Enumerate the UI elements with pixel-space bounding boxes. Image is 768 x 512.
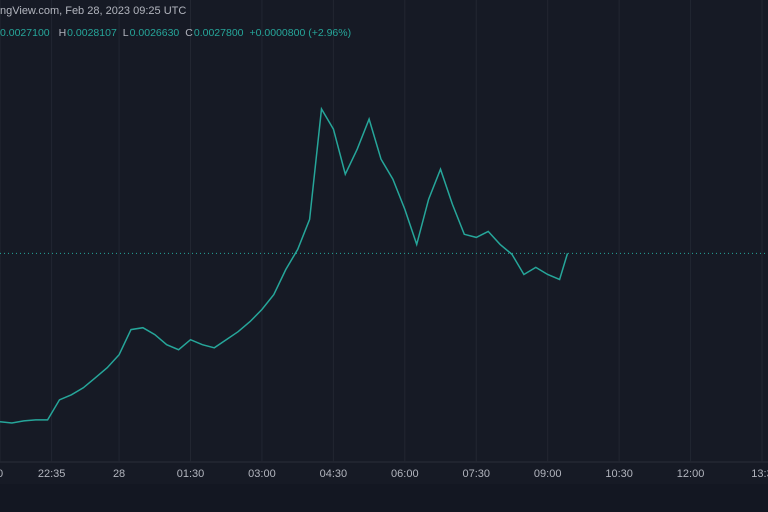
x-tick-label: 04:30 — [320, 468, 348, 480]
x-tick-label: 03:00 — [248, 468, 276, 480]
ohlc-label: L — [122, 27, 129, 39]
ohlc-label: C — [185, 27, 193, 39]
header-title: ngView.com, Feb 28, 2023 09:25 UTC — [0, 5, 187, 17]
x-tick-label: 22:35 — [38, 468, 66, 480]
x-tick-label: 13:3 — [751, 468, 768, 480]
x-tick-label: 12:00 — [677, 468, 705, 480]
price-line — [0, 106, 569, 424]
x-tick-label: 06:00 — [391, 468, 419, 480]
ohlc-value: 0.0027800 — [193, 27, 244, 39]
change-value: +0.0000800 (+2.96%) — [249, 27, 352, 39]
x-tick-label: 09:00 — [534, 468, 562, 480]
x-tick-label: 0 — [0, 468, 3, 480]
ohlc-value: 0.0026630 — [129, 27, 180, 39]
x-tick-label: 28 — [113, 468, 125, 480]
x-tick-label: 07:30 — [462, 468, 490, 480]
x-tick-label: 01:30 — [177, 468, 205, 480]
ohlc-row: 0.0027100 H0.0028107 L0.0026630 C0.0027800… — [0, 27, 357, 39]
ohlc-label: H — [58, 27, 67, 39]
ohlc-value: 0.0028107 — [67, 27, 117, 39]
open-value: 0.0027100 — [0, 27, 50, 39]
x-tick-label: 10:30 — [605, 468, 633, 480]
bottom-bar — [0, 484, 768, 512]
